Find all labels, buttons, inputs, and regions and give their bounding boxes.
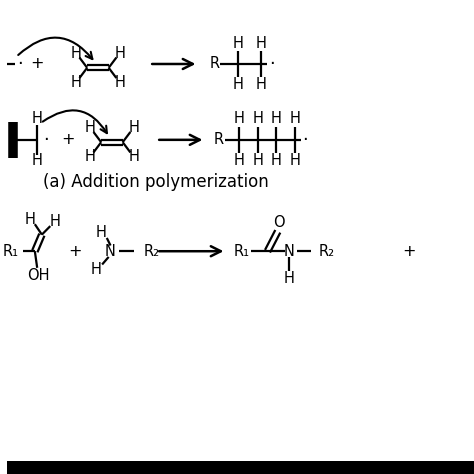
- Text: H: H: [252, 153, 263, 168]
- Text: H: H: [256, 77, 267, 92]
- Text: +: +: [61, 132, 74, 147]
- Text: H: H: [25, 212, 36, 227]
- Text: H: H: [91, 262, 102, 277]
- Text: R₁: R₁: [234, 244, 250, 259]
- Text: (a) Addition polymerization: (a) Addition polymerization: [44, 173, 269, 191]
- Text: +: +: [402, 244, 415, 259]
- Text: ·: ·: [43, 131, 48, 149]
- Text: ·: ·: [302, 131, 308, 149]
- Text: H: H: [84, 120, 95, 136]
- Text: H: H: [252, 111, 263, 127]
- Text: H: H: [234, 153, 245, 168]
- Text: H: H: [114, 46, 125, 61]
- Text: H: H: [128, 149, 139, 164]
- Text: H: H: [290, 153, 301, 168]
- Text: H: H: [49, 214, 60, 229]
- Text: O: O: [273, 215, 284, 230]
- Text: H: H: [284, 271, 295, 286]
- Text: R₂: R₂: [319, 244, 335, 259]
- Text: H: H: [84, 149, 95, 164]
- Text: R₂: R₂: [144, 244, 160, 259]
- Text: R: R: [209, 56, 219, 72]
- Text: H: H: [32, 153, 43, 168]
- Text: H: H: [256, 36, 267, 51]
- Text: H: H: [233, 77, 244, 92]
- Text: H: H: [234, 111, 245, 127]
- Text: H: H: [128, 120, 139, 136]
- Text: OH: OH: [27, 268, 50, 283]
- Text: +: +: [30, 56, 44, 72]
- Text: H: H: [114, 74, 125, 90]
- Text: R: R: [214, 132, 224, 147]
- Bar: [7, 461, 474, 474]
- Text: +: +: [68, 244, 82, 259]
- Text: H: H: [71, 74, 82, 90]
- Text: H: H: [32, 111, 43, 127]
- Text: H: H: [290, 111, 301, 127]
- Text: ·: ·: [269, 55, 274, 73]
- Text: H: H: [96, 225, 107, 240]
- Text: H: H: [71, 46, 82, 61]
- Text: R₁: R₁: [2, 244, 18, 259]
- Text: H: H: [271, 153, 282, 168]
- Text: N: N: [105, 244, 116, 259]
- Text: ·: ·: [18, 55, 23, 73]
- Text: H: H: [233, 36, 244, 51]
- Text: N: N: [284, 244, 295, 259]
- Text: H: H: [271, 111, 282, 127]
